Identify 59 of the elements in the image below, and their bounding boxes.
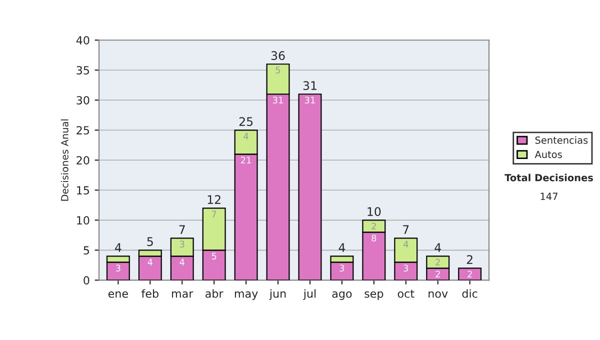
total-label: 2 [466, 255, 472, 264]
x-tick-label: may [234, 291, 258, 300]
data-label: 4 [148, 258, 153, 266]
y-tick-label: 0 [84, 276, 90, 285]
x-tick-label: abr [206, 289, 224, 298]
total-label: 7 [179, 225, 185, 234]
x-tick-label: dic [462, 289, 478, 298]
total-label: 7 [403, 225, 409, 234]
data-label: 3 [116, 264, 120, 272]
data-label: 3 [180, 240, 184, 248]
total-label: 5 [147, 237, 153, 246]
data-label: 4 [180, 258, 184, 266]
text: Total Decisiones [504, 174, 593, 182]
total-label: 25 [239, 117, 253, 126]
total-label: 12 [208, 195, 220, 204]
y-axis-title: Decisiones Anual [60, 119, 68, 201]
data-label: 3 [404, 264, 408, 272]
total-label: 4 [434, 243, 441, 252]
x-tick-label: ago [332, 291, 352, 300]
text: 147 [540, 192, 558, 200]
data-label: 4 [244, 132, 248, 140]
x-tick-label: oct [398, 290, 414, 298]
y-tick-label: 15 [77, 186, 89, 195]
bar [458, 268, 482, 280]
data-label: 2 [436, 270, 440, 278]
x-tick-label: jul [303, 289, 316, 300]
data-label: 5 [212, 252, 216, 260]
y-tick-label: 20 [76, 156, 90, 165]
y-tick-label: 30 [76, 96, 90, 105]
data-label: 2 [436, 258, 440, 266]
x-tick-label: sep [364, 291, 384, 300]
legend-label: Sentencias [535, 136, 588, 144]
x-tick-label: ene [108, 291, 128, 298]
total-label: 36 [271, 51, 285, 60]
data-label: 5 [276, 66, 280, 74]
x-tick-label: nov [428, 291, 448, 298]
total-label: 4 [115, 243, 122, 252]
data-label: 7 [212, 210, 216, 218]
data-label: 3 [340, 264, 344, 272]
bar [298, 94, 322, 280]
y-tick-label: 25 [76, 126, 89, 135]
total-label: 31 [303, 81, 316, 90]
total-label: 4 [338, 243, 346, 252]
data-label: 31 [272, 96, 283, 104]
x-tick-label: mar [172, 291, 194, 298]
data-label: 2 [372, 222, 376, 230]
legend-label: Autos [534, 150, 562, 158]
y-tick-label: 10 [77, 216, 90, 225]
data-label: 8 [372, 234, 376, 242]
data-label: 2 [468, 270, 472, 278]
data-label: 31 [304, 96, 315, 104]
total-label: 10 [368, 207, 381, 216]
y-tick-label: 5 [84, 246, 89, 255]
x-tick-label: jun [269, 289, 286, 300]
data-label: 21 [240, 156, 251, 164]
x-tick-label: feb [142, 289, 158, 298]
data-label: 4 [403, 240, 408, 248]
y-tick-label: 40 [76, 36, 90, 44]
y-tick-label: 35 [76, 66, 89, 75]
